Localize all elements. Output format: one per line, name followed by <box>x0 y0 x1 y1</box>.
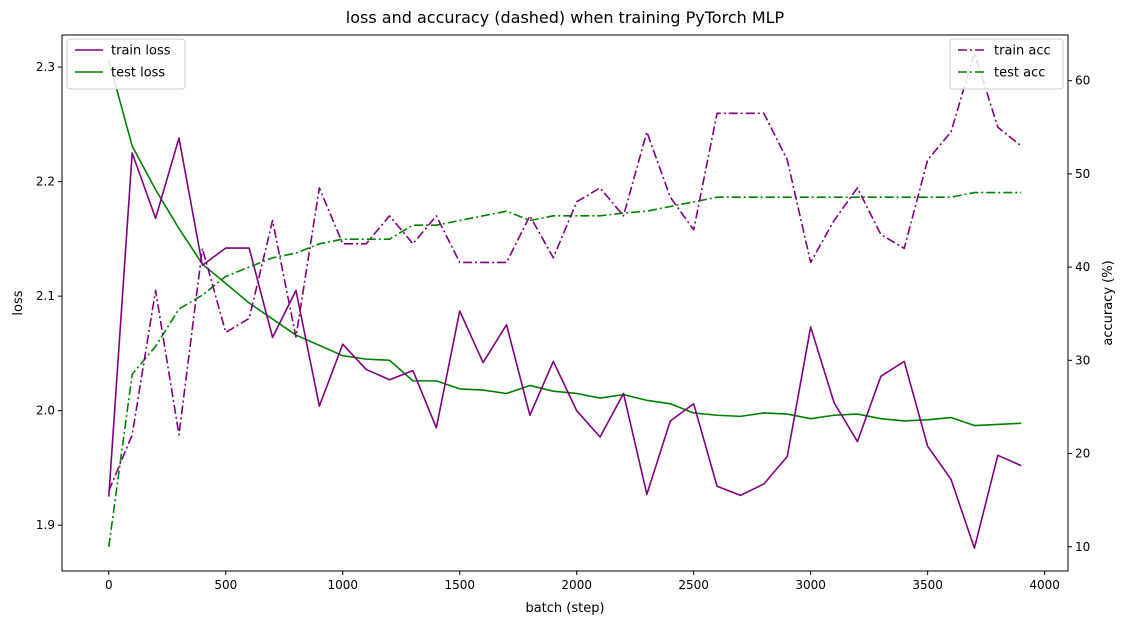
series-line-train-loss <box>107 137 1022 549</box>
series-line-test-acc <box>107 191 1022 547</box>
y-tick-label-left: 2.3 <box>36 60 55 74</box>
y-tick-label-right: 20 <box>1075 447 1090 461</box>
legend-label: train loss <box>111 44 171 59</box>
legend-box <box>66 38 186 90</box>
x-tick-label: 4000 <box>1029 578 1060 592</box>
lines-layer <box>107 51 1022 549</box>
legend-left: train loss test loss <box>66 38 186 90</box>
x-tick-label: 0 <box>105 578 113 592</box>
series-line-test-loss <box>108 59 1022 427</box>
legend-label: train acc <box>994 44 1051 59</box>
x-tick-label: 3500 <box>912 578 943 592</box>
series-line-train-acc <box>108 51 1022 492</box>
legend-right: train acc test acc <box>949 38 1064 90</box>
y-tick-label-right: 30 <box>1075 353 1090 367</box>
y-tick-label-left: 1.9 <box>36 518 55 532</box>
chart-title: loss and accuracy (dashed) when training… <box>346 8 785 27</box>
y-tick-label-right: 60 <box>1075 74 1090 88</box>
x-tick-label: 2000 <box>561 578 592 592</box>
x-tick-label: 1500 <box>444 578 475 592</box>
legend-label: test loss <box>111 66 165 81</box>
y-axis-right: 10 20 30 40 50 60 <box>1068 74 1090 554</box>
x-tick-label: 3000 <box>795 578 826 592</box>
y-axis-left: 1.9 2.0 2.1 2.2 2.3 <box>36 60 62 532</box>
plot-frame <box>61 34 1069 572</box>
x-tick-label: 2500 <box>678 578 709 592</box>
y-tick-label-right: 10 <box>1075 540 1090 554</box>
y-tick-label-right: 40 <box>1075 260 1090 274</box>
y-tick-label-left: 2.1 <box>36 289 55 303</box>
y-axis-label-right: accuracy (%) <box>1101 260 1116 345</box>
x-tick-label: 1000 <box>327 578 358 592</box>
y-tick-label-left: 2.2 <box>36 175 55 189</box>
x-axis: 0 500 1000 1500 2000 2500 3000 3500 4000 <box>105 571 1060 592</box>
y-tick-label-left: 2.0 <box>36 404 55 418</box>
x-axis-label: batch (step) <box>525 601 604 616</box>
y-tick-label-right: 50 <box>1075 167 1090 181</box>
y-axis-label-left: loss <box>11 290 26 315</box>
legend-box <box>949 38 1064 90</box>
legend-label: test acc <box>994 66 1045 81</box>
x-tick-label: 500 <box>214 578 237 592</box>
